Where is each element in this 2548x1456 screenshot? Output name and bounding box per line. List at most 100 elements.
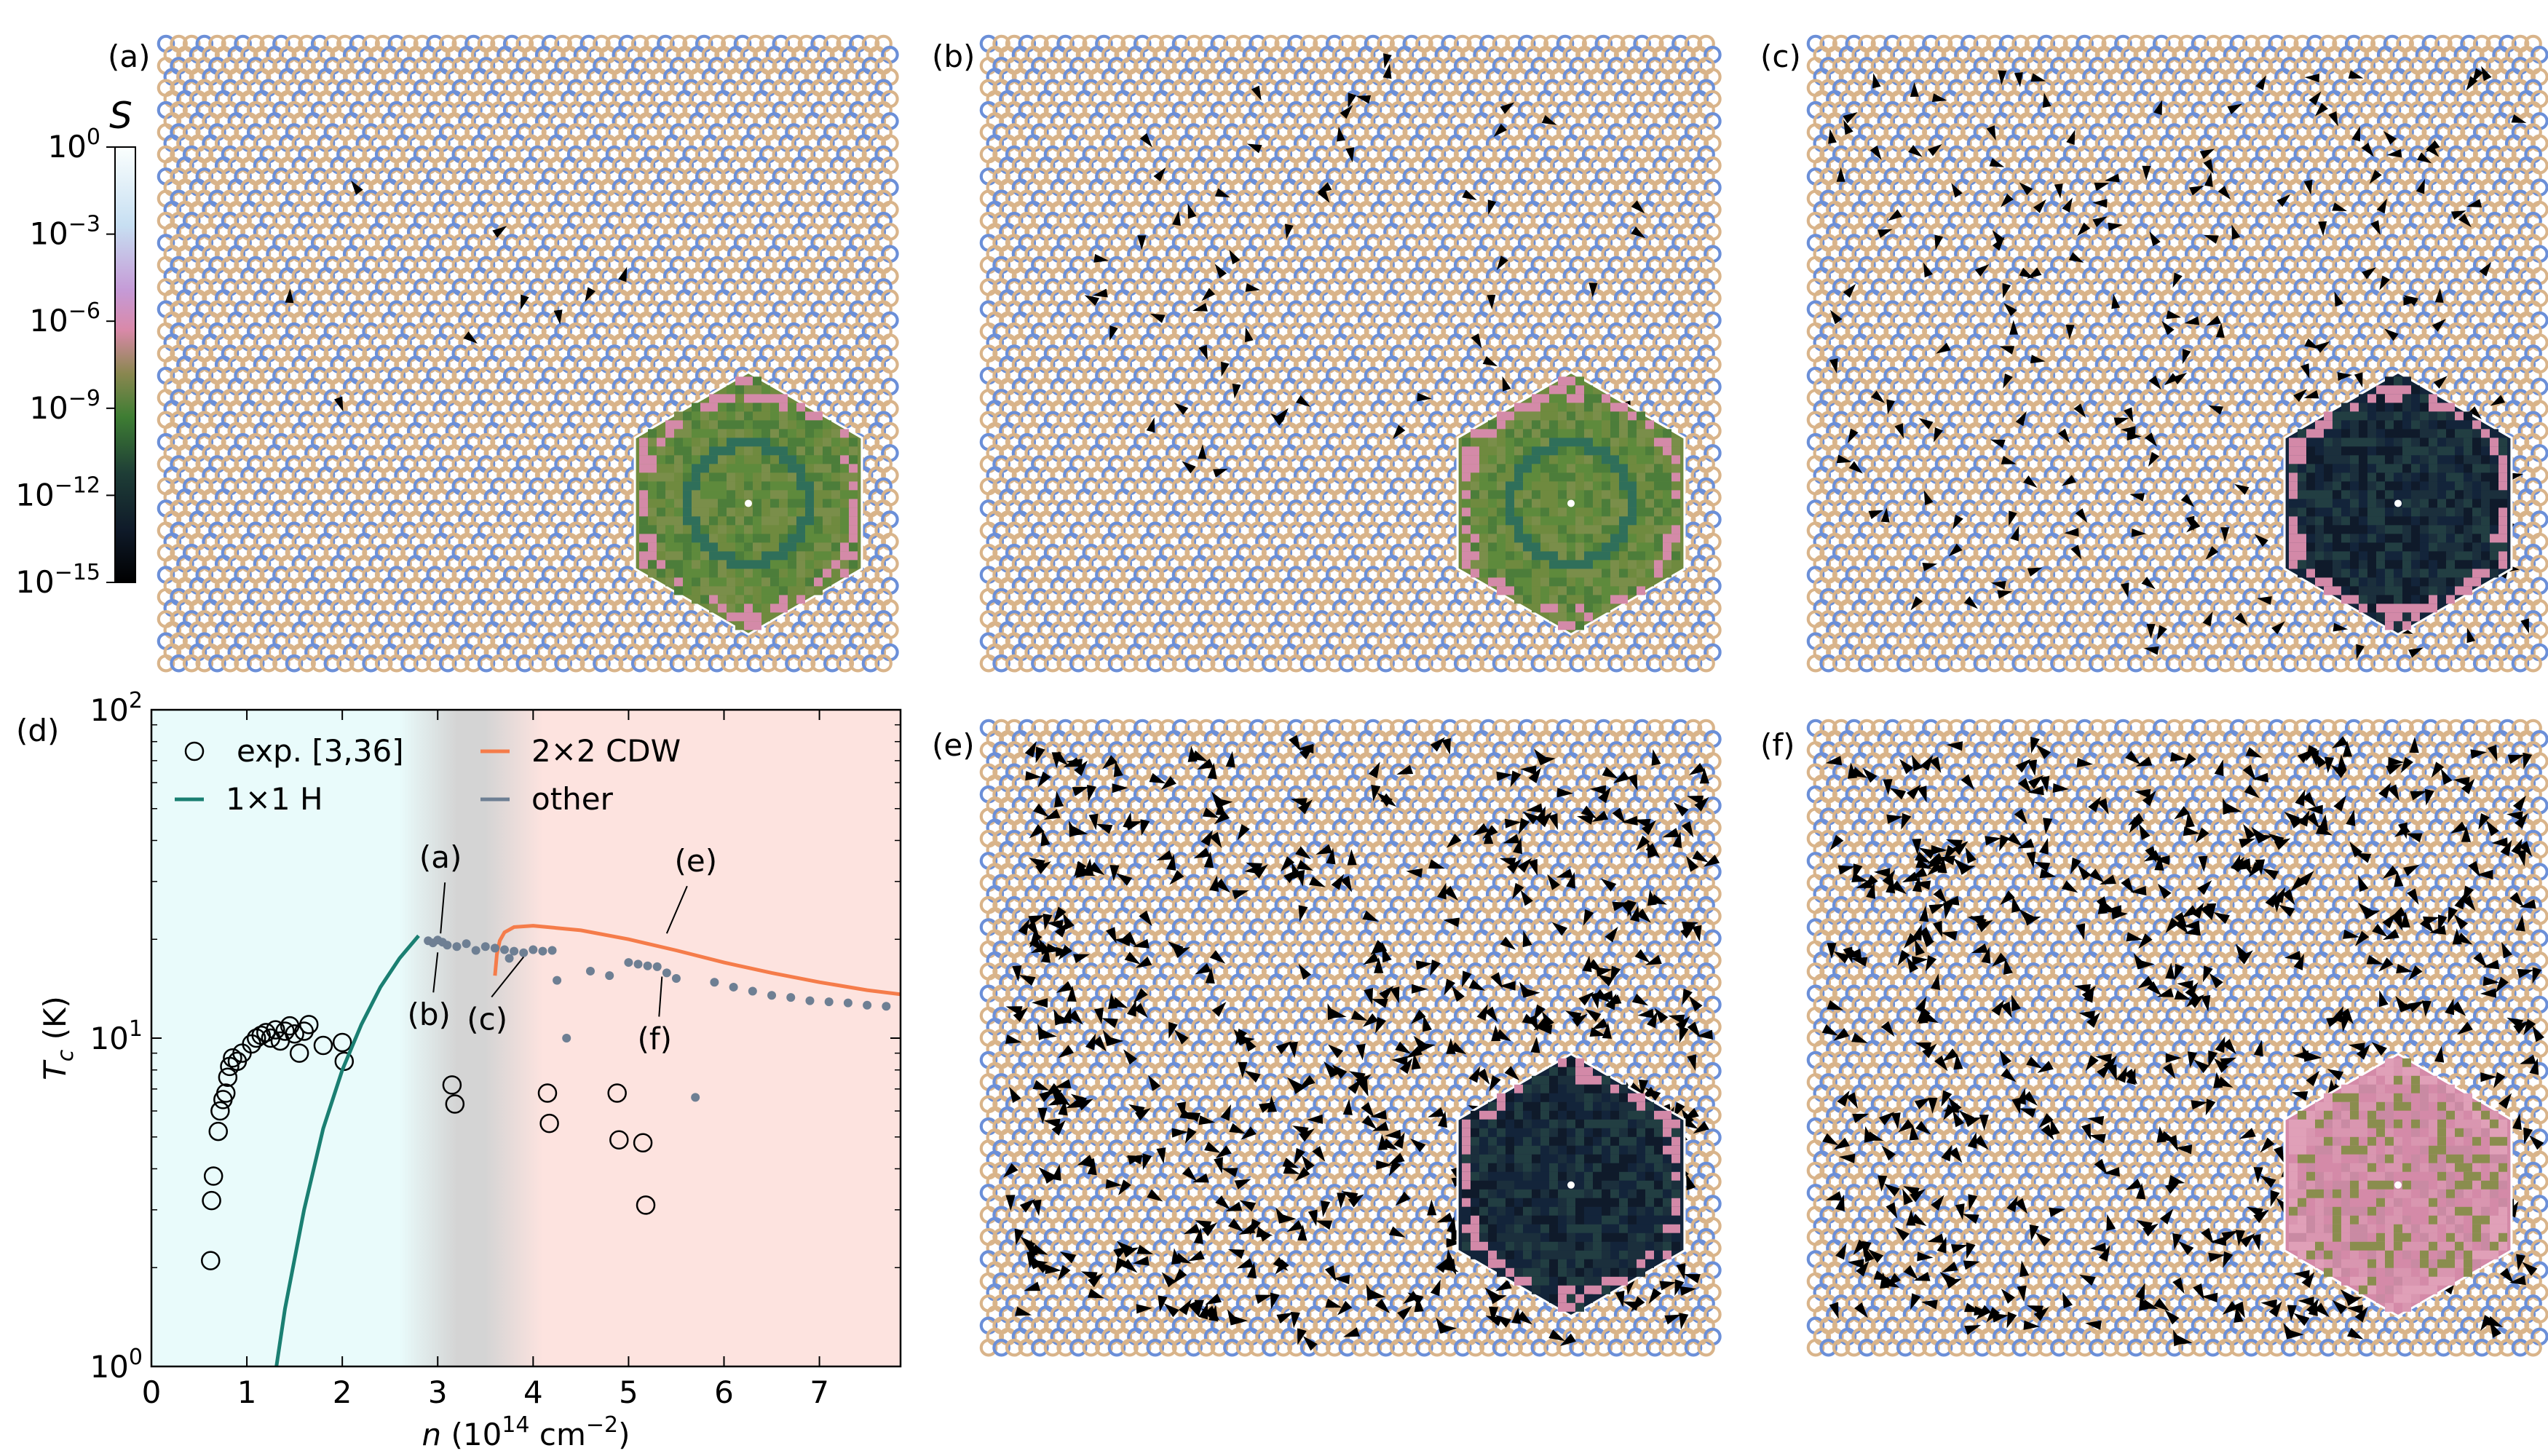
- series-point: [553, 976, 562, 985]
- inset-pixels: [639, 376, 858, 630]
- inset-pixels: [2289, 376, 2507, 630]
- series-point: [882, 1002, 891, 1011]
- exp-point: [332, 1032, 352, 1053]
- panel-label-f: (f): [1760, 727, 1795, 763]
- legend-label: 2×2 CDW: [531, 733, 681, 769]
- exp-point: [266, 1020, 285, 1040]
- x-tick-label: 5: [619, 1374, 638, 1410]
- structure-factor-inset: [2283, 371, 2513, 636]
- series-point: [547, 946, 557, 955]
- lattice-panel-b: [979, 34, 1722, 673]
- structure-factor-inset: [1456, 371, 1686, 636]
- y-tick-label: 102: [90, 688, 143, 728]
- legend-label: exp. [3,36]: [237, 733, 404, 769]
- x-tick-label: 0: [142, 1374, 162, 1410]
- annotation-label: (c): [467, 1001, 507, 1037]
- lattice-sites: [979, 719, 1722, 1357]
- annotation-arrow: [432, 952, 439, 993]
- chart-region: [514, 710, 901, 1366]
- series-point: [624, 958, 633, 968]
- structure-factor-inset: [1456, 1053, 1686, 1318]
- exp-point: [445, 1094, 465, 1114]
- legend-label: 1×1 H: [226, 781, 323, 817]
- x-tick-label: 2: [333, 1374, 352, 1410]
- annotation-label: (a): [419, 839, 462, 875]
- inset-center-dot: [1567, 499, 1575, 507]
- series-point: [505, 954, 514, 963]
- colorbar-ticks: 100 10−3 10−6 10−9 10−12 10−15: [15, 124, 115, 600]
- series-point: [562, 1034, 571, 1042]
- exp-point: [203, 1166, 223, 1186]
- y-axis-label: Tc (K): [37, 996, 79, 1080]
- exp-point: [275, 1021, 295, 1041]
- panel-label-c: (c): [1760, 39, 1801, 74]
- y-tick-label: 101: [90, 1016, 143, 1056]
- exp-point: [299, 1015, 319, 1034]
- exp-point: [202, 1190, 221, 1211]
- colorbar: S 100 10−3 10−6 10−9 10−12 10−15: [15, 95, 136, 600]
- series-point: [652, 962, 662, 971]
- x-tick-label: 1: [237, 1374, 257, 1410]
- x-axis-label: n (1014 cm−2): [422, 1412, 630, 1452]
- inset-pixels: [1462, 376, 1680, 630]
- structure-factor-inset: [633, 371, 863, 636]
- lattice-sites: [157, 34, 899, 673]
- exp-point: [223, 1048, 242, 1068]
- series-point: [490, 943, 499, 953]
- lattice-panel-e: [979, 719, 1722, 1357]
- displacement-arrows: [1002, 735, 1720, 1351]
- chart-panel-d: 0 1 2 3 4 5 6 7 100 101 102 (a) (b) (c) (e) (f) exp. […: [37, 688, 902, 1452]
- colorbar-label: S: [109, 95, 132, 137]
- series-point: [510, 946, 519, 956]
- x-tick-label: 6: [714, 1374, 734, 1410]
- structure-factor-inset: [2283, 1053, 2513, 1318]
- series-point: [633, 960, 643, 969]
- chart-regions: [151, 710, 901, 1366]
- lattice-panel-f: [1806, 719, 2548, 1357]
- panel-label-d: (d): [16, 713, 59, 748]
- panel-label-b: (b): [932, 39, 975, 74]
- displacement-arrows: [1084, 53, 1646, 510]
- series-point: [863, 1000, 872, 1010]
- series-point: [538, 946, 547, 956]
- x-tick-label: 3: [428, 1374, 448, 1410]
- series-point: [691, 1093, 700, 1102]
- annotation-label: (e): [675, 843, 718, 879]
- displacement-arrows: [1828, 66, 2529, 660]
- colorbar-tick-label: 10−9: [29, 386, 100, 426]
- inset-pixels: [2289, 1058, 2507, 1312]
- lattice-panel-c: [1806, 34, 2548, 673]
- exp-point: [246, 1028, 266, 1048]
- series-point: [767, 991, 777, 1000]
- displacement-arrows: [285, 180, 628, 412]
- panel-label-e: (e): [932, 727, 975, 763]
- legend-label: other: [531, 781, 614, 817]
- series-point: [480, 942, 490, 951]
- exp-point: [537, 1083, 558, 1103]
- inset-center-dot: [2394, 1181, 2402, 1189]
- lattice-sites: [979, 34, 1722, 673]
- exp-point: [256, 1023, 276, 1042]
- series-point: [805, 996, 815, 1005]
- annotation-arrow: [491, 956, 525, 998]
- y-tick-label: 100: [90, 1345, 143, 1385]
- panel-label-a: (a): [108, 39, 151, 74]
- series-point: [585, 966, 595, 976]
- region-blend: [485, 710, 544, 1366]
- series-point: [662, 968, 671, 978]
- series-point: [519, 948, 529, 957]
- exp-point: [539, 1113, 559, 1133]
- series-point: [500, 945, 510, 954]
- annotation-arrow: [658, 976, 663, 1017]
- chart-axes: 0 1 2 3 4 5 6 7 100 101 102: [90, 688, 901, 1410]
- exp-point: [285, 1024, 304, 1044]
- exp-point: [294, 1021, 314, 1041]
- annotation-label: (b): [408, 997, 451, 1032]
- exp-point: [210, 1101, 230, 1121]
- legend-marker: [184, 741, 205, 761]
- series-point: [529, 945, 538, 954]
- exp-point: [636, 1195, 656, 1215]
- exp-point: [208, 1121, 229, 1142]
- series-point: [748, 986, 757, 996]
- lattice-panel-a: [157, 34, 899, 673]
